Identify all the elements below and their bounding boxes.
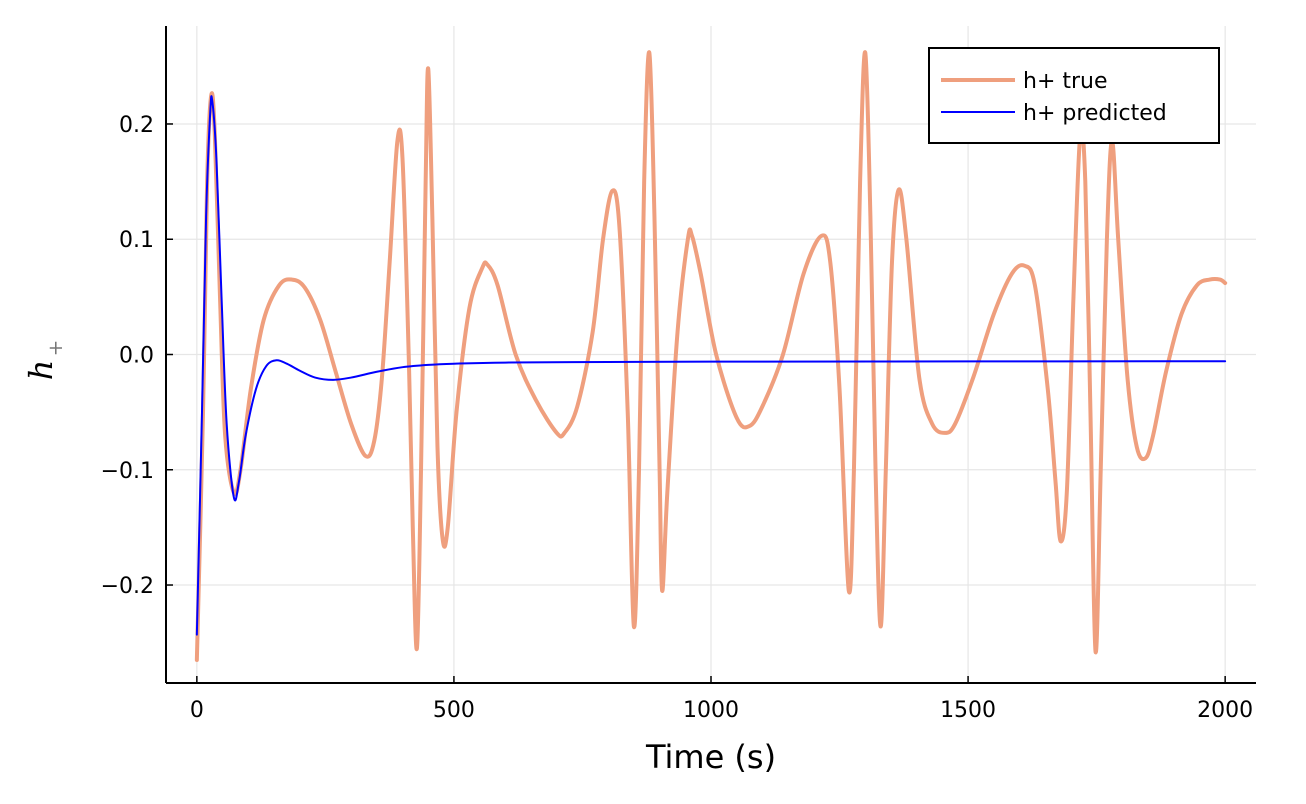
series-line-h-plus-true xyxy=(194,50,1228,662)
x-tick-label: 2000 xyxy=(1197,698,1253,723)
y-axis-title-sub: + xyxy=(43,340,67,357)
tick-layer: 0 500 1000 1500 2000 −0.2 −0.1 0.0 0.1 0.2 xyxy=(101,113,1254,723)
x-axis-title: Time (s) xyxy=(645,738,776,776)
y-tick-label: −0.1 xyxy=(101,459,154,484)
series-line-h-plus-predicted xyxy=(195,95,1227,636)
y-axis-title: h + xyxy=(22,340,67,381)
y-tick-label: 0.1 xyxy=(119,228,154,253)
legend: h+ true h+ predicted xyxy=(928,47,1220,144)
series-layer xyxy=(194,50,1228,662)
y-tick-label: 0.0 xyxy=(119,344,154,369)
y-axis-title-main: h xyxy=(22,360,60,381)
legend-label-h-plus-true: h+ true xyxy=(1023,69,1108,94)
x-tick-label: 0 xyxy=(190,698,204,723)
x-tick-label: 500 xyxy=(433,698,475,723)
y-tick-label: 0.2 xyxy=(119,113,154,138)
x-tick-label: 1000 xyxy=(683,698,739,723)
x-tick-label: 1500 xyxy=(940,698,996,723)
legend-label-h-plus-predicted: h+ predicted xyxy=(1023,101,1167,126)
y-tick-label: −0.2 xyxy=(101,574,154,599)
legend-box xyxy=(928,47,1220,144)
